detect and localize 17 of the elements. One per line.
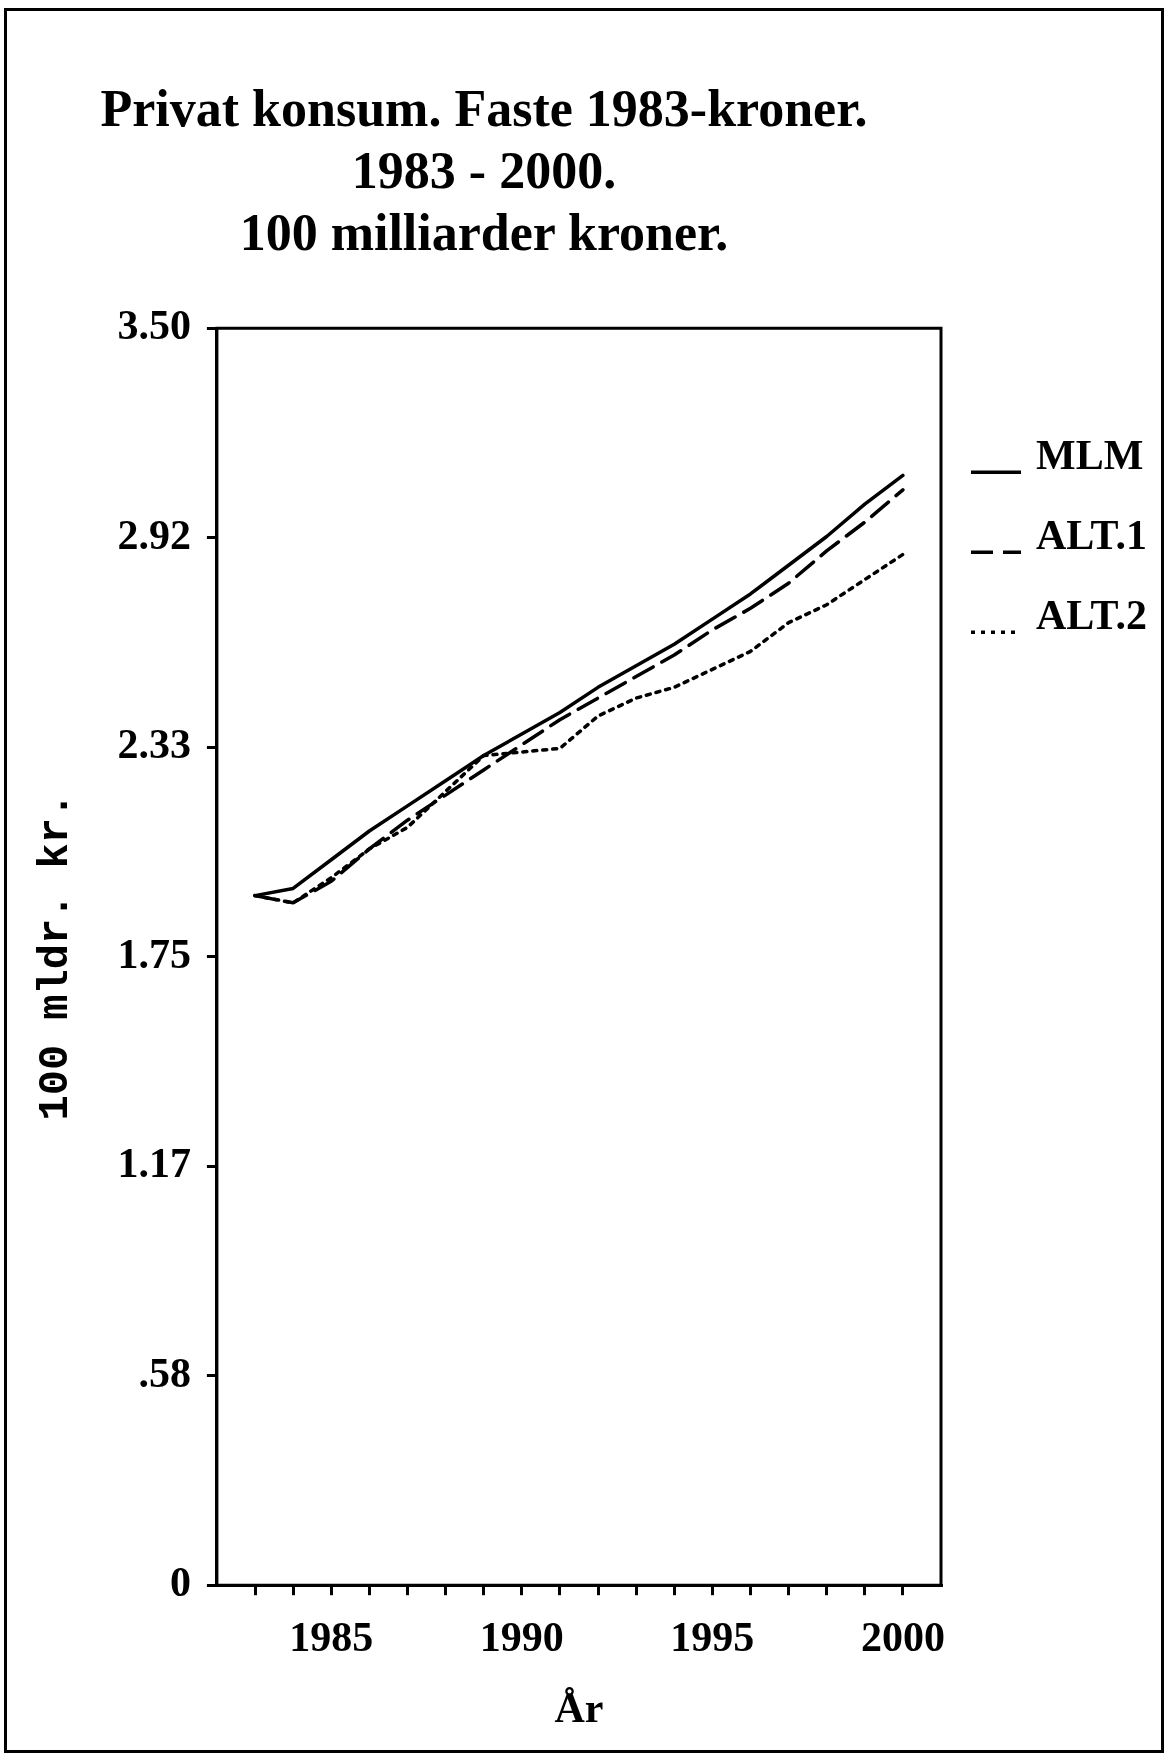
x-tick-label: 1995 xyxy=(670,1614,755,1661)
y-tick-label: 3.50 xyxy=(117,302,191,349)
x-axis-title: År xyxy=(554,1684,604,1731)
y-tick-label: 1.17 xyxy=(117,1140,191,1187)
legend-label: ALT.1 xyxy=(1036,512,1147,559)
legend-label: ALT.2 xyxy=(1036,592,1147,639)
x-tick-label: 1990 xyxy=(479,1614,564,1661)
x-tick-label: 2000 xyxy=(860,1614,945,1661)
y-tick-label: 2.33 xyxy=(117,721,191,768)
y-tick-label: 0 xyxy=(169,1559,191,1606)
x-tick-label: 1985 xyxy=(289,1614,374,1661)
y-tick-label: 1.75 xyxy=(117,930,191,977)
y-tick-label: .58 xyxy=(138,1349,191,1396)
y-tick-label: 2.92 xyxy=(117,511,191,558)
legend-label: MLM xyxy=(1036,432,1144,479)
chart-title: Privat konsum. Faste 1983-kroner. 1983 - 2000. 100 milliarder kroner. xyxy=(100,79,868,262)
y-axis-title: 100 mldr. kr. xyxy=(31,792,80,1121)
